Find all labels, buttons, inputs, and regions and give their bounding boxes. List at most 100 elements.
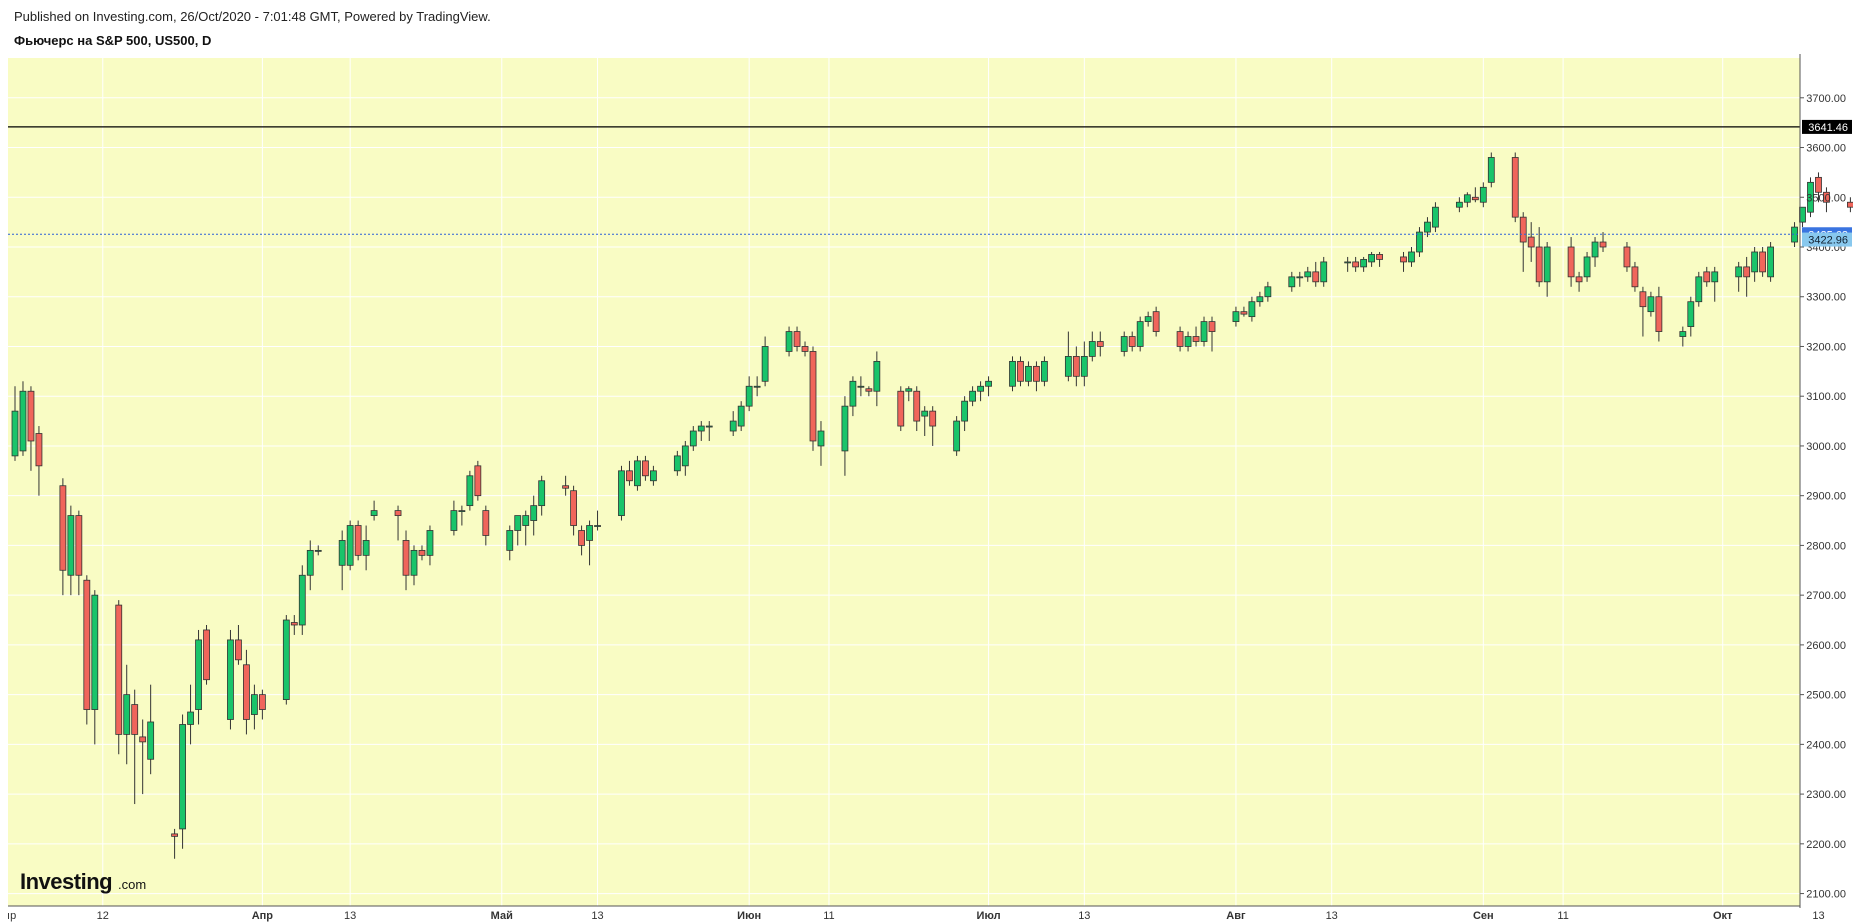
candle-up bbox=[306, 549, 314, 576]
candle-down bbox=[1639, 291, 1647, 308]
price-axis[interactable]: 2100.00 2200.00 2300.00 2400.00 2500.00 2600.… bbox=[1799, 54, 1852, 908]
candle-up bbox=[1080, 356, 1088, 377]
candle-up bbox=[195, 639, 202, 710]
candle-up bbox=[737, 405, 745, 427]
time-label-day: 13 bbox=[1078, 910, 1090, 922]
candle-down bbox=[1208, 321, 1216, 332]
candle-down bbox=[418, 549, 426, 556]
candle-up bbox=[91, 594, 99, 710]
candle-up bbox=[961, 400, 969, 422]
candle-down bbox=[243, 664, 250, 720]
candle-down bbox=[83, 579, 91, 710]
candle-up bbox=[1687, 301, 1695, 327]
candle-up bbox=[282, 619, 290, 700]
candle-down bbox=[1519, 216, 1527, 243]
published-note: Published on Investing.com, 26/Oct/2020 … bbox=[14, 9, 491, 24]
candle-up bbox=[67, 515, 75, 576]
candle-up bbox=[1288, 276, 1296, 288]
candle-down bbox=[402, 540, 410, 576]
candle-up bbox=[1136, 321, 1144, 347]
time-label-month: Июл bbox=[977, 910, 1001, 922]
chart-title: Фьючерс на S&P 500, US500, D bbox=[14, 33, 212, 48]
candle-up bbox=[314, 549, 322, 552]
candle-down bbox=[626, 470, 633, 482]
candle-up bbox=[538, 480, 546, 507]
time-label-day: 13 bbox=[1812, 910, 1824, 922]
candle-up bbox=[921, 410, 929, 417]
candle-down bbox=[1535, 246, 1543, 283]
time-label-day: 13 bbox=[1326, 910, 1338, 922]
candle-up bbox=[586, 525, 593, 541]
candle-up bbox=[1344, 261, 1352, 264]
candle-up bbox=[514, 515, 522, 531]
price-tick-label: 3500.00 bbox=[1806, 192, 1846, 204]
candle-down bbox=[929, 410, 937, 427]
candle-up bbox=[841, 405, 849, 452]
candle-down bbox=[131, 704, 139, 735]
candle-down bbox=[1176, 331, 1184, 347]
time-label-month: Апр bbox=[252, 910, 274, 922]
candle-up bbox=[1064, 356, 1072, 377]
candle-down bbox=[1815, 176, 1822, 193]
plot-area[interactable] bbox=[8, 58, 1800, 906]
candle-up bbox=[1591, 241, 1599, 258]
price-tick-label: 2400.00 bbox=[1806, 739, 1846, 751]
candle-up bbox=[123, 694, 131, 735]
candle-down bbox=[1847, 201, 1853, 208]
candle-down bbox=[793, 331, 801, 347]
time-label-day: 11 bbox=[1557, 910, 1568, 922]
candle-up bbox=[729, 420, 737, 432]
time-label-day: 13 bbox=[344, 910, 356, 922]
time-label-day: ıр bbox=[7, 910, 16, 922]
candle-up bbox=[466, 475, 474, 507]
candle-down bbox=[203, 629, 210, 681]
candle-down bbox=[1400, 256, 1407, 263]
candle-down bbox=[1033, 365, 1040, 382]
candle-up bbox=[594, 525, 601, 527]
price-tick-label: 3700.00 bbox=[1806, 93, 1846, 105]
candle-up bbox=[1543, 246, 1551, 283]
close-price-badge-label: 3422.96 bbox=[1808, 235, 1848, 247]
candle-up bbox=[1025, 365, 1032, 382]
candle-up bbox=[985, 380, 992, 387]
time-axis[interactable]: ıр12Апр13Май13Июн11Июл13Авг13Сен11Окт13Н… bbox=[7, 905, 1853, 922]
candle-down bbox=[1312, 271, 1320, 283]
price-tick-label: 2200.00 bbox=[1806, 839, 1846, 851]
candle-down bbox=[290, 622, 298, 626]
candle-up bbox=[338, 540, 346, 566]
time-label-day: 12 bbox=[97, 910, 109, 922]
candle-up bbox=[785, 331, 793, 352]
candle-up bbox=[1041, 360, 1048, 382]
candle-up bbox=[1416, 231, 1423, 253]
candle-up bbox=[1320, 261, 1328, 283]
close-price-badge bbox=[1802, 232, 1852, 247]
candle-down bbox=[1703, 271, 1711, 283]
candle-down bbox=[1575, 276, 1583, 283]
candle-down bbox=[474, 465, 482, 497]
candle-up bbox=[1264, 286, 1272, 298]
time-label-month: Авг bbox=[1226, 910, 1246, 922]
candle-up bbox=[370, 510, 378, 516]
resistance-badge bbox=[1802, 119, 1852, 134]
time-label-month: Июн bbox=[737, 910, 761, 922]
candle-down bbox=[35, 433, 43, 467]
candle-up bbox=[1479, 186, 1487, 203]
candle-down bbox=[1567, 246, 1575, 278]
candle-down bbox=[1743, 266, 1751, 278]
candle-up bbox=[458, 510, 466, 512]
candle-up bbox=[227, 639, 234, 720]
candle-down bbox=[809, 351, 817, 442]
resistance-badge-label: 3641.46 bbox=[1808, 122, 1848, 134]
candle-up bbox=[761, 346, 769, 382]
time-label-day: 11 bbox=[823, 910, 834, 922]
candle-up bbox=[689, 430, 697, 447]
candle-down bbox=[562, 485, 570, 489]
candle-down bbox=[1072, 356, 1080, 377]
candle-up bbox=[1647, 296, 1655, 313]
candle-down bbox=[171, 833, 179, 837]
candle-down bbox=[139, 736, 147, 743]
price-tick-label: 3000.00 bbox=[1806, 441, 1846, 453]
candle-down bbox=[1823, 191, 1830, 203]
candles bbox=[11, 152, 1853, 859]
